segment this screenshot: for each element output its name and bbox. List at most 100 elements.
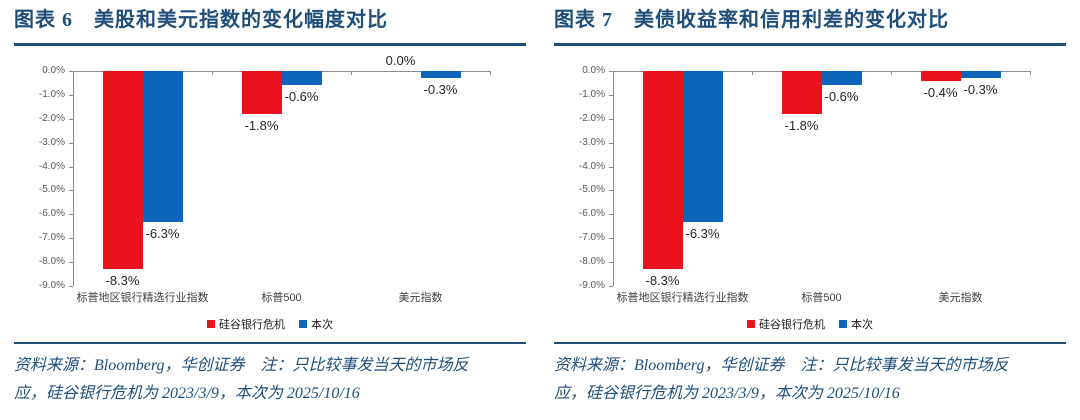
category-label: 标普地区银行精选行业指数: [616, 292, 749, 304]
value-label: -1.8%: [244, 118, 279, 133]
y-tick: [609, 166, 613, 168]
legend-swatch: [299, 320, 307, 328]
x-tick: [752, 71, 753, 75]
bar-svb-crisis: [642, 71, 683, 270]
category-label: 美元指数: [398, 292, 443, 304]
value-label: -6.3%: [145, 225, 180, 241]
bar-this-time: [821, 71, 862, 86]
y-tick: [69, 190, 73, 192]
figure-caption: 图表 6 美股和美元指数的变化幅度对比: [14, 9, 388, 31]
legend-item: 硅谷银行危机: [207, 316, 285, 332]
bar-this-time: [682, 71, 723, 222]
y-axis: [613, 71, 614, 286]
bar-this-time: [281, 71, 322, 86]
figure-panel-7: 图表 7 美债收益率和信用利差的变化对比 0.0% -1.0% -2.0% -3.0%…: [540, 0, 1080, 420]
y-tick-label: -9.0%: [578, 280, 605, 291]
y-tick: [69, 94, 73, 96]
y-tick: [609, 286, 613, 287]
legend-swatch: [747, 320, 755, 328]
bar-svb-crisis: [781, 71, 822, 114]
y-tick-label: -1.0%: [578, 88, 605, 100]
value-label: 0.0%: [385, 53, 416, 68]
bar-svb-crisis: [920, 71, 961, 81]
source-note-line2: 应，硅谷银行危机为 2023/3/9，本次为 2025/10/16: [554, 385, 900, 402]
legend-label: 硅谷银行危机: [219, 319, 285, 331]
legend-swatch: [207, 320, 215, 328]
source-note: 资料来源：Bloomberg，华创证券 注：只比较事发当天的市场反 应，硅谷银行…: [554, 352, 1066, 408]
legend-label: 本次: [311, 319, 333, 331]
y-tick: [609, 142, 613, 144]
figure-panel-6: 图表 6 美股和美元指数的变化幅度对比 0.0% -1.0% -2.0% -3.0% -…: [14, 9, 526, 408]
value-label: -6.3%: [685, 225, 720, 241]
y-tick: [609, 214, 613, 216]
y-tick-label: -1.0%: [38, 88, 65, 100]
y-tick-label: -3.0%: [38, 136, 65, 148]
y-tick: [69, 166, 73, 168]
y-tick: [69, 286, 73, 287]
y-tick-label: -3.0%: [578, 136, 605, 148]
x-tick: [351, 71, 352, 75]
bar-svb-crisis: [241, 71, 282, 114]
bar-svb-crisis: [102, 71, 143, 270]
y-tick: [69, 262, 73, 264]
value-label: -0.3%: [963, 82, 998, 98]
y-tick-label: -2.0%: [38, 112, 65, 124]
source-note-line1: 资料来源：Bloomberg，华创证券 注：只比较事发当天的市场反: [554, 357, 1009, 374]
legend: 硅谷银行危机 本次: [14, 316, 526, 332]
value-label: -0.6%: [284, 89, 319, 105]
y-tick-label: -8.0%: [38, 256, 65, 268]
y-tick-label: -4.0%: [578, 160, 605, 172]
category-label: 标普地区银行精选行业指数: [76, 292, 209, 304]
footer-divider: [554, 342, 1066, 344]
legend-item: 本次: [299, 316, 333, 332]
y-axis: [73, 71, 74, 286]
y-tick-label: -7.0%: [38, 232, 65, 244]
value-label: -1.8%: [784, 118, 819, 133]
x-tick: [212, 71, 213, 75]
y-tick-label: 0.0%: [42, 65, 65, 76]
y-tick: [609, 262, 613, 264]
caption-divider: [554, 43, 1066, 46]
source-note: 资料来源：Bloomberg，华创证券 注：只比较事发当天的市场反 应，硅谷银行…: [14, 352, 526, 408]
y-tick-label: -5.0%: [38, 184, 65, 196]
y-tick-label: 0.0%: [582, 65, 605, 76]
y-tick-label: -6.0%: [38, 208, 65, 220]
y-tick: [69, 118, 73, 120]
value-label: -0.4%: [923, 84, 958, 100]
bar-this-time: [420, 71, 461, 79]
y-tick-label: -9.0%: [38, 280, 65, 291]
bar-this-time: [960, 71, 1001, 79]
bar-chart: 0.0% -1.0% -2.0% -3.0% -4.0% -5.0% -6.0% -7.0% -…: [554, 46, 1066, 334]
y-tick-label: -5.0%: [578, 184, 605, 196]
y-tick: [609, 190, 613, 192]
y-tick: [609, 94, 613, 96]
y-tick: [69, 214, 73, 216]
y-tick: [69, 142, 73, 144]
y-tick: [609, 238, 613, 240]
y-tick: [69, 238, 73, 240]
legend-label: 本次: [851, 319, 873, 331]
category-label: 标普500: [261, 292, 302, 304]
legend-swatch: [839, 320, 847, 328]
x-tick: [490, 71, 491, 75]
legend-item: 本次: [839, 316, 873, 332]
bar-chart: 0.0% -1.0% -2.0% -3.0% -4.0% -5.0% -6.0% -7.0% -…: [14, 46, 526, 334]
caption-divider: [14, 43, 526, 46]
category-label: 标普500: [801, 292, 842, 304]
legend-label: 硅谷银行危机: [759, 319, 825, 331]
source-note-line2: 应，硅谷银行危机为 2023/3/9，本次为 2025/10/16: [14, 385, 360, 402]
y-tick-label: -6.0%: [578, 208, 605, 220]
x-tick: [891, 71, 892, 75]
bar-this-time: [142, 71, 183, 222]
y-tick: [609, 71, 613, 72]
value-label: -8.3%: [105, 273, 140, 289]
y-tick-label: -2.0%: [578, 112, 605, 124]
y-tick: [69, 71, 73, 72]
footer-divider: [14, 342, 526, 344]
category-label: 美元指数: [938, 292, 983, 304]
legend: 硅谷银行危机 本次: [554, 316, 1066, 332]
y-tick-label: -7.0%: [578, 232, 605, 244]
y-tick-label: -4.0%: [38, 160, 65, 172]
value-label: -0.3%: [423, 82, 458, 98]
